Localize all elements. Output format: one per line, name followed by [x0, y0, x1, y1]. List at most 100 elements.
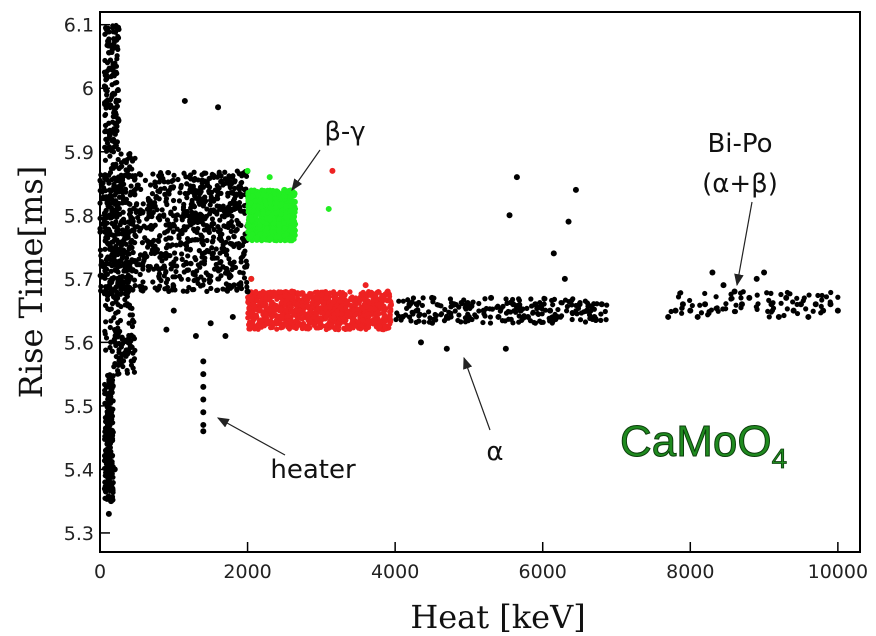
data-point — [702, 301, 709, 308]
trunk-point — [132, 232, 138, 238]
region-point — [823, 294, 830, 300]
trunk-point — [128, 362, 135, 368]
region-point — [192, 210, 199, 216]
data-point — [554, 313, 561, 320]
trunk-point — [103, 194, 109, 200]
region-point — [318, 292, 325, 298]
region-point — [223, 252, 230, 258]
region-point — [569, 297, 575, 303]
trunk-point — [132, 186, 138, 193]
region-point — [520, 315, 526, 321]
region-point — [170, 282, 176, 288]
trunk-point — [103, 459, 110, 465]
region-point — [325, 322, 331, 328]
region-point — [781, 312, 787, 319]
trunk-point — [115, 362, 121, 368]
region-point — [267, 205, 273, 211]
region-point — [263, 311, 269, 318]
region-point — [208, 207, 214, 213]
region-point — [137, 228, 143, 234]
trunk-point — [114, 103, 121, 109]
region-point — [396, 298, 402, 304]
trunk-point — [111, 237, 117, 243]
trunk-point — [104, 240, 111, 246]
data-point — [325, 205, 332, 212]
trunk-point — [102, 129, 108, 135]
trunk-point — [107, 344, 113, 351]
region-point — [241, 275, 248, 281]
trunk-point — [123, 167, 129, 173]
region-point — [282, 293, 288, 299]
region-point — [689, 302, 695, 309]
trunk-point — [110, 474, 116, 480]
region-point — [264, 318, 270, 325]
region-point — [209, 171, 215, 178]
region-point — [305, 314, 311, 320]
trunk-point — [113, 69, 119, 75]
trunk-point — [112, 295, 118, 301]
region-point — [223, 281, 229, 287]
trunk-point — [126, 172, 132, 178]
region-point — [327, 304, 333, 310]
data-point — [244, 288, 251, 295]
trunk-point — [109, 82, 115, 88]
region-point — [185, 267, 192, 273]
region-point — [678, 290, 684, 296]
trunk-point — [101, 465, 108, 472]
data-point — [288, 193, 295, 200]
y-axis-title: Rise Time[ms] — [12, 166, 50, 398]
region-point — [170, 229, 176, 235]
region-point — [181, 223, 187, 230]
region-point — [288, 317, 294, 323]
region-point — [291, 312, 298, 318]
region-point — [361, 290, 367, 297]
region-point — [97, 229, 103, 235]
region-point — [178, 276, 184, 282]
data-point — [783, 294, 790, 301]
region-point — [156, 271, 163, 277]
trunk-point — [115, 33, 121, 40]
data-point — [207, 320, 214, 327]
region-point — [469, 303, 475, 309]
region-point — [266, 188, 272, 194]
region-point — [222, 180, 228, 187]
region-point — [188, 176, 194, 182]
region-point — [251, 203, 258, 209]
region-point — [164, 228, 171, 234]
trunk-point — [129, 158, 136, 164]
trunk-point — [102, 111, 109, 118]
trunk-point — [107, 324, 113, 331]
data-point — [200, 421, 207, 428]
trunk-point — [130, 350, 136, 356]
region-point — [221, 223, 227, 229]
region-point — [278, 211, 284, 217]
region-point — [127, 192, 133, 198]
region-point — [177, 228, 184, 234]
trunk-point — [130, 358, 137, 364]
trunk-point — [115, 211, 121, 218]
trunk-point — [105, 145, 111, 151]
trunk-point — [132, 258, 138, 264]
region-point — [157, 283, 163, 289]
trunk-point — [107, 480, 113, 486]
region-point — [165, 169, 171, 176]
region-point — [180, 204, 187, 210]
region-point — [445, 315, 452, 321]
region-point — [301, 311, 307, 317]
trunk-point — [109, 389, 115, 396]
region-point — [230, 173, 236, 179]
trunk-point — [117, 222, 123, 228]
region-point — [244, 284, 250, 290]
region-point — [142, 235, 148, 241]
data-point — [429, 294, 436, 301]
region-point — [259, 219, 266, 225]
region-point — [237, 190, 243, 196]
region-point — [339, 293, 345, 300]
region-point — [137, 271, 143, 278]
region-point — [230, 198, 237, 204]
region-point — [148, 250, 155, 256]
region-point — [371, 305, 378, 312]
region-point — [204, 237, 210, 244]
data-point — [200, 358, 207, 365]
data-point — [248, 275, 255, 282]
